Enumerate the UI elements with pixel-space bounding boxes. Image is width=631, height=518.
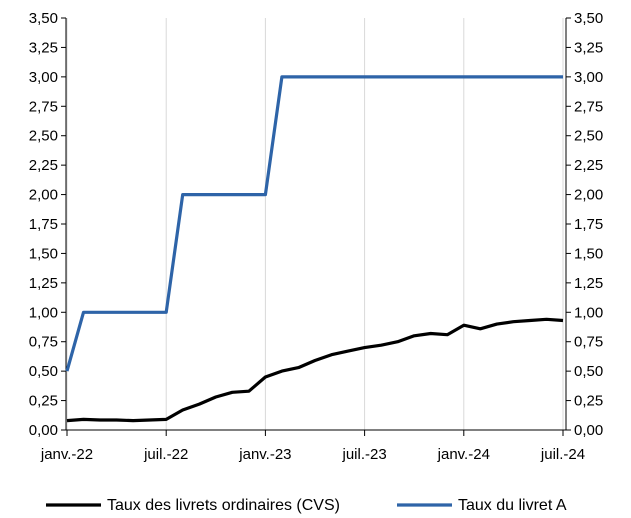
x-tick-label: juil.-23 — [342, 446, 387, 463]
legend-label-2: Taux du livret A — [458, 497, 567, 514]
axes — [65, 18, 567, 431]
left-y-tick-label: 1,50 — [29, 245, 58, 262]
left-y-tick-label: 1,00 — [29, 304, 58, 321]
right-y-tick-label: 3,50 — [574, 10, 603, 27]
x-axis-ticks: janv.-22 juil.-22 janv.-23 juil.-23 janv.-24… — [40, 430, 585, 463]
legend-label-1: Taux des livrets ordinaires (CVS) — [107, 497, 340, 514]
left-y-tick-label: 2,50 — [29, 128, 58, 145]
left-y-tick-label: 1,25 — [29, 275, 58, 292]
x-tick-label: janv.-23 — [238, 446, 291, 463]
left-y-tick-label: 3,00 — [29, 69, 58, 86]
left-y-tick-label: 0,25 — [29, 393, 58, 410]
right-y-tick-label: 2,75 — [574, 98, 603, 115]
right-y-tick-label: 1,25 — [574, 275, 603, 292]
left-y-tick-label: 3,25 — [29, 39, 58, 56]
right-y-tick-label: 0,25 — [574, 393, 603, 410]
left-y-tick-label: 2,75 — [29, 98, 58, 115]
right-y-axis-ticks: 0,00 0,25 0,50 0,75 1,00 1,25 1,50 1,75 2,00 2,25… — [566, 10, 603, 439]
left-y-tick-label: 2,00 — [29, 187, 58, 204]
x-tick-label: juil.-24 — [540, 446, 585, 463]
right-y-tick-label: 0,75 — [574, 334, 603, 351]
right-y-tick-label: 2,50 — [574, 128, 603, 145]
grid-lines — [66, 18, 564, 430]
left-y-tick-label: 0,50 — [29, 363, 58, 380]
right-y-tick-label: 3,25 — [574, 39, 603, 56]
right-y-tick-label: 2,25 — [574, 157, 603, 174]
left-y-tick-label: 3,50 — [29, 10, 58, 27]
right-y-tick-label: 0,00 — [574, 422, 603, 439]
right-y-tick-label: 2,00 — [574, 187, 603, 204]
legend: Taux des livrets ordinaires (CVS) Taux du… — [46, 497, 567, 514]
right-y-tick-label: 1,50 — [574, 245, 603, 262]
left-y-axis-ticks: 0,00 0,25 0,50 0,75 1,00 1,25 1,50 1,75 2,00 2,25… — [29, 10, 66, 439]
series-line-2 — [65, 75, 563, 372]
x-tick-label: janv.-22 — [40, 446, 93, 463]
right-y-tick-label: 1,00 — [574, 304, 603, 321]
left-y-tick-label: 2,25 — [29, 157, 58, 174]
x-tick-label: janv.-24 — [437, 446, 490, 463]
left-y-tick-label: 1,75 — [29, 216, 58, 233]
left-y-tick-label: 0,00 — [29, 422, 58, 439]
x-tick-label: juil.-22 — [143, 446, 188, 463]
left-y-tick-label: 0,75 — [29, 334, 58, 351]
right-y-tick-label: 3,00 — [574, 69, 603, 86]
right-y-tick-label: 1,75 — [574, 216, 603, 233]
series-lines — [65, 75, 564, 423]
series-line-1 — [66, 317, 564, 423]
right-y-tick-label: 0,50 — [574, 363, 603, 380]
